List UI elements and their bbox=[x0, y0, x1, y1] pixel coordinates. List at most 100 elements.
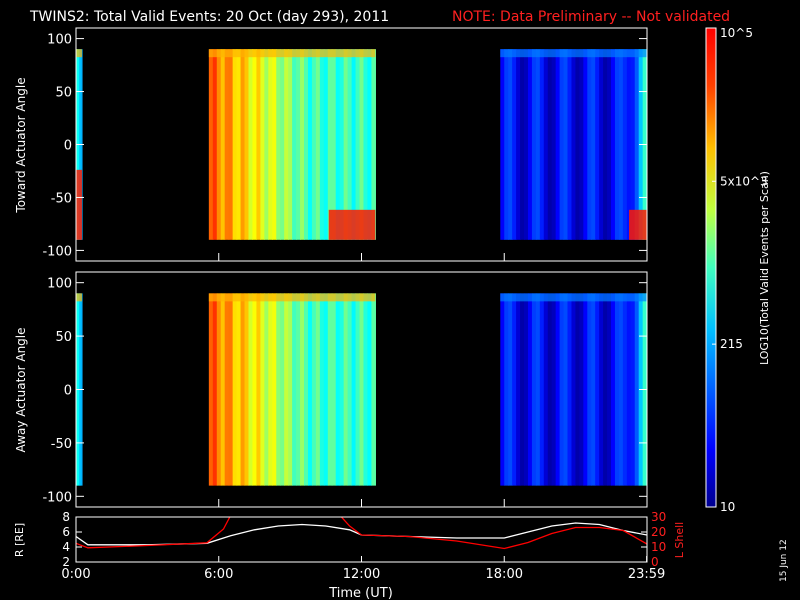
heatmap-column bbox=[551, 293, 557, 486]
x-axis-label: Time (UT) bbox=[328, 586, 393, 600]
away-y-ticks: 100 50 0 -50 -100 bbox=[42, 277, 648, 507]
heatmap-column bbox=[607, 293, 612, 486]
heatmap-column bbox=[543, 49, 549, 240]
heatmap-column bbox=[595, 293, 600, 486]
heatmap-column bbox=[622, 49, 628, 240]
heatmap-column bbox=[599, 293, 604, 486]
heatmap-column bbox=[228, 49, 234, 240]
date-stamp: 15 Jun 12 bbox=[779, 539, 789, 582]
heatmap-column bbox=[331, 293, 337, 486]
heatmap-column bbox=[216, 293, 222, 486]
heatmap-column bbox=[232, 293, 238, 486]
heatmap-column bbox=[260, 293, 265, 486]
toward-y-ticks: 100 50 0 -50 -100 bbox=[42, 33, 648, 261]
heatmap-column bbox=[531, 49, 537, 240]
heatmap-column bbox=[208, 49, 214, 240]
heatmap-column bbox=[208, 293, 214, 486]
heatmap-hot-region bbox=[629, 209, 647, 240]
y-tick-label: -50 bbox=[51, 437, 72, 452]
heatmap-column bbox=[288, 293, 293, 486]
heatmap-column bbox=[547, 293, 553, 486]
l-shell-axis-label: L Shell bbox=[673, 522, 686, 558]
heatmap-column bbox=[603, 49, 608, 240]
heatmap-column bbox=[626, 293, 632, 486]
l-shell-tick-label: 30 bbox=[651, 510, 666, 524]
heatmap-column bbox=[587, 49, 592, 240]
heatmap-column bbox=[539, 293, 545, 486]
heatmap-column bbox=[579, 49, 584, 240]
heatmap-column bbox=[607, 49, 612, 240]
heatmap-column bbox=[252, 293, 258, 486]
l-shell-line bbox=[76, 517, 647, 550]
toward-heatmap-panel: 100 50 0 -50 -100 Toward Actuator Angle bbox=[14, 27, 648, 262]
heatmap-column bbox=[626, 49, 632, 240]
heatmap-top-band bbox=[76, 293, 82, 302]
l-shell-tick-label: 20 bbox=[651, 525, 666, 539]
heatmap-column bbox=[319, 293, 325, 486]
x-tick-label: 0:00 bbox=[61, 567, 90, 582]
heatmap-column bbox=[622, 293, 628, 486]
away-y-axis-label: Away Actuator Angle bbox=[14, 327, 28, 452]
heatmap-column bbox=[634, 49, 640, 240]
heatmap-column bbox=[304, 293, 309, 486]
heatmap-column bbox=[311, 293, 317, 486]
ephemeris-lines bbox=[76, 517, 647, 550]
heatmap-column bbox=[296, 293, 301, 486]
heatmap-column bbox=[603, 293, 608, 486]
heatmap-column bbox=[571, 293, 577, 486]
heatmap-column bbox=[284, 49, 289, 240]
x-tick-label: 6:00 bbox=[204, 567, 233, 582]
heatmap-hot-region bbox=[328, 209, 376, 240]
heatmap-column bbox=[292, 49, 297, 240]
heatmap-column bbox=[583, 293, 588, 486]
preliminary-note: NOTE: Data Preliminary -- Not validated bbox=[452, 9, 730, 25]
heatmap-column bbox=[315, 49, 321, 240]
y-tick-label: 0 bbox=[64, 384, 72, 399]
heatmap-column bbox=[555, 293, 561, 486]
heatmap-column bbox=[236, 293, 242, 486]
heatmap-column bbox=[327, 293, 333, 486]
heatmap-column bbox=[363, 293, 369, 486]
heatmap-column bbox=[524, 293, 529, 486]
heatmap-column bbox=[319, 49, 325, 240]
heatmap-column bbox=[371, 293, 376, 486]
toward-y-axis-label: Toward Actuator Angle bbox=[14, 77, 28, 213]
heatmap-column bbox=[224, 49, 230, 240]
heatmap-column bbox=[351, 49, 357, 240]
colorbar-tick-label: 5x10^3 bbox=[720, 174, 768, 188]
heatmap-hot-region bbox=[76, 169, 82, 240]
heatmap-top-band bbox=[500, 49, 647, 58]
heatmap-column bbox=[630, 49, 636, 240]
heatmap-column bbox=[355, 49, 361, 240]
heatmap-column bbox=[244, 293, 250, 486]
l-shell-tick-label: 10 bbox=[651, 540, 666, 554]
y-tick-label: -100 bbox=[42, 490, 72, 505]
heatmap-column bbox=[539, 49, 545, 240]
heatmap-column bbox=[555, 49, 561, 240]
heatmap-column bbox=[516, 293, 521, 486]
heatmap-column bbox=[367, 49, 373, 240]
heatmap-column bbox=[228, 293, 234, 486]
heatmap-column bbox=[212, 49, 218, 240]
heatmap-column bbox=[252, 49, 258, 240]
heatmap-column bbox=[359, 293, 365, 486]
heatmap-column bbox=[614, 293, 620, 486]
y-tick-label: 50 bbox=[55, 86, 72, 101]
heatmap-column bbox=[559, 293, 565, 486]
heatmap-column bbox=[512, 293, 517, 486]
ephemeris-panel-frame bbox=[75, 516, 648, 563]
heatmap-column bbox=[614, 49, 620, 240]
heatmap-column bbox=[307, 49, 313, 240]
heatmap-column bbox=[508, 293, 513, 486]
heatmap-column bbox=[551, 49, 557, 240]
y-tick-label: 100 bbox=[47, 33, 72, 48]
heatmap-column bbox=[288, 49, 293, 240]
heatmap-column bbox=[543, 293, 549, 486]
away-heatmap-data bbox=[76, 293, 648, 486]
heatmap-column bbox=[508, 49, 513, 240]
heatmap-column bbox=[304, 49, 309, 240]
heatmap-column bbox=[591, 49, 596, 240]
heatmap-column bbox=[571, 49, 577, 240]
